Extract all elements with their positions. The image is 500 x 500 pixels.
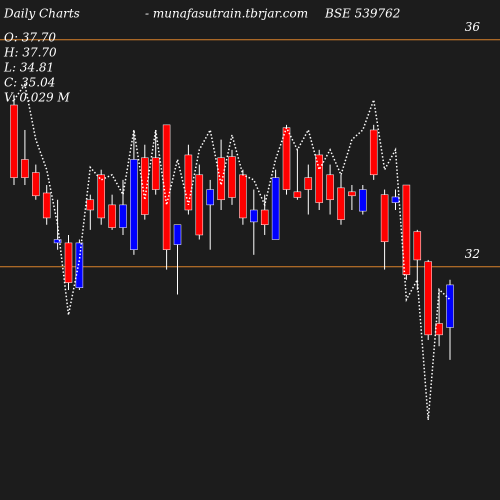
candle-body [75, 242, 84, 288]
candle-body [293, 191, 302, 198]
candle-body [369, 129, 378, 176]
candle-body [32, 172, 40, 197]
candle-body [359, 189, 367, 212]
candle-body [446, 284, 454, 328]
candle-body [64, 242, 73, 283]
site: - munafasutrain.tbrjar.com [145, 7, 308, 21]
candle-body [260, 209, 269, 225]
candle-body [228, 156, 236, 198]
dotted-line [13, 82, 451, 421]
chart-title: Daily Charts [3, 7, 80, 21]
candle-body [184, 154, 193, 211]
candle-body [402, 184, 411, 275]
info-label: O: 37.70 [4, 31, 56, 45]
candle-body [21, 159, 29, 178]
candle-body [250, 209, 258, 223]
candle-body [435, 323, 443, 336]
info-label: C: 35.04 [4, 76, 55, 90]
candle-body [162, 124, 171, 250]
candle-body [391, 196, 400, 203]
candle-body [271, 177, 280, 240]
candle-body [108, 204, 116, 228]
candle-body [141, 157, 149, 215]
candle-body [53, 239, 62, 244]
candle-body [239, 174, 247, 219]
candle-body [282, 127, 291, 190]
candle-body [315, 154, 323, 203]
symbol: BSE 539762 [324, 7, 400, 21]
candle-body [348, 191, 356, 197]
candle-body [42, 192, 51, 219]
candle-body [206, 189, 214, 206]
candle-body [86, 199, 95, 211]
plot [0, 39, 500, 421]
info-label: L: 34.81 [3, 61, 54, 75]
candle-body [97, 174, 105, 219]
candle-body [413, 231, 422, 261]
info-label: V: 0.029 M [4, 91, 70, 105]
candle-body [304, 177, 313, 190]
candle-body [151, 157, 160, 190]
candle-body [130, 159, 138, 250]
candle-body [424, 261, 432, 336]
candle-body [380, 194, 389, 243]
candle-body [195, 174, 204, 236]
candle-body [337, 187, 345, 220]
candle-body [217, 157, 225, 201]
info-label: H: 37.70 [3, 46, 57, 60]
candle-body [119, 204, 127, 228]
candle-body [173, 224, 182, 245]
y-tick-label: 32 [465, 247, 480, 261]
candle-body [326, 174, 334, 201]
y-tick-label: 36 [465, 20, 481, 34]
candle-body [10, 104, 18, 178]
